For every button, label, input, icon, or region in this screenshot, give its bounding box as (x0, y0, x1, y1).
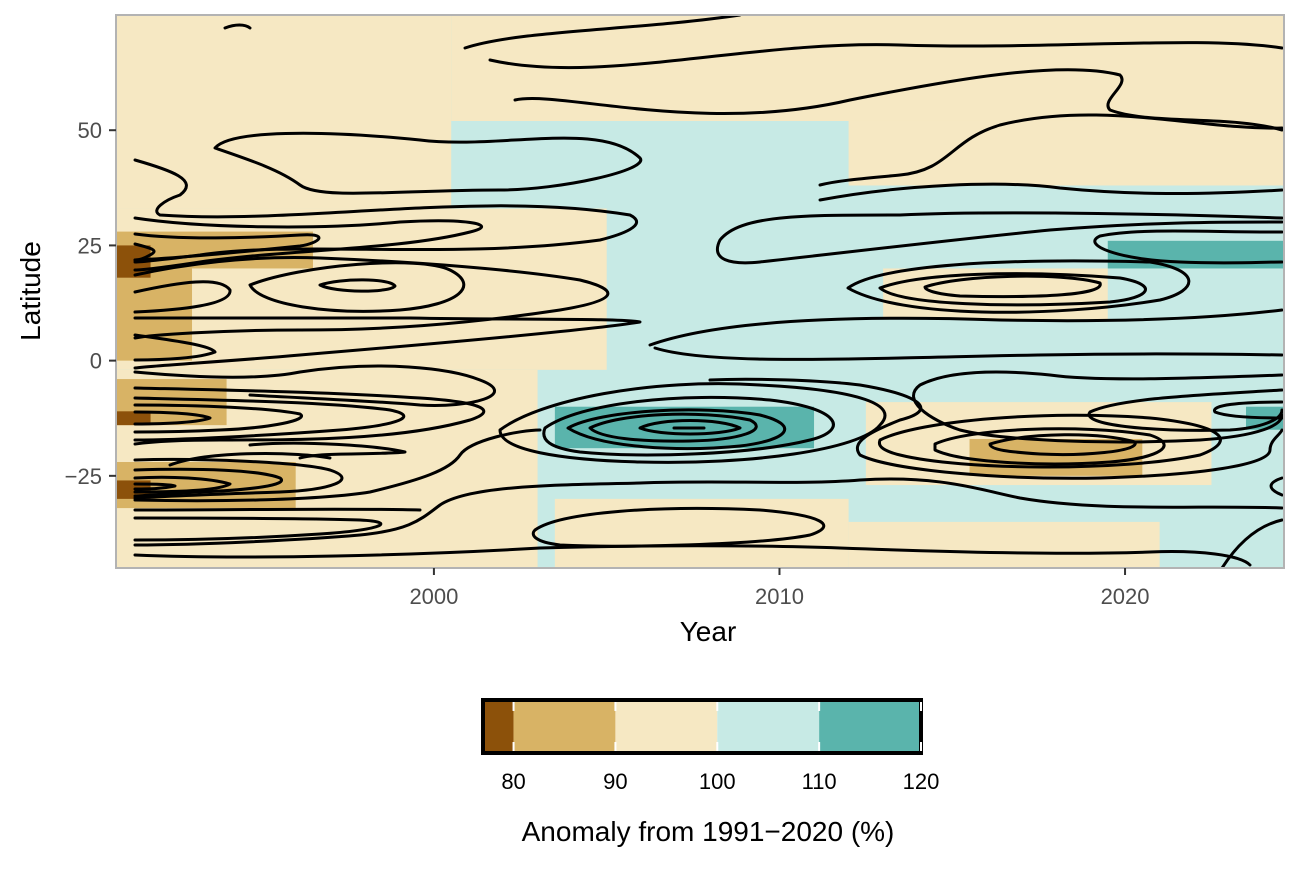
legend-bin-4 (819, 700, 921, 753)
legend-label: 80 (501, 769, 525, 794)
legend-label: 90 (603, 769, 627, 794)
anomaly-region-0 (116, 15, 452, 209)
x-axis: 2000 2010 2020 (409, 568, 1150, 609)
legend-label: 120 (903, 769, 940, 794)
y-tick-label: 0 (90, 349, 102, 374)
y-tick-label: −25 (65, 464, 102, 489)
anomaly-region-8 (848, 521, 1160, 568)
legend-bin-2 (615, 700, 718, 753)
legend-bin-0 (483, 700, 514, 753)
legend-label: 100 (699, 769, 736, 794)
x-axis-title: Year (680, 616, 737, 647)
anomaly-region-15 (116, 411, 151, 426)
legend-frame (481, 698, 923, 755)
panel-border (115, 14, 1285, 569)
contour-lines (133, 15, 1284, 568)
anomaly-region-2 (848, 120, 1284, 186)
x-tick-label: 2000 (409, 584, 458, 609)
legend-title: Anomaly from 1991−2020 (%) (522, 816, 895, 847)
legend-label: 110 (802, 769, 837, 794)
legend-bin-1 (513, 700, 616, 753)
y-axis: −25 0 25 50 (65, 118, 116, 489)
anomaly-region-13 (969, 438, 1143, 476)
anomaly-region-18 (1107, 240, 1284, 269)
legend: 80 90 100 110 120 Anomaly from 1991−2020 (%) (481, 698, 940, 847)
y-axis-title: Latitude (15, 241, 46, 341)
plot-panel (115, 14, 1285, 569)
anomaly-region-7 (554, 498, 849, 568)
legend-bin-3 (717, 700, 820, 753)
x-tick-label: 2020 (1101, 584, 1150, 609)
y-tick-label: 50 (78, 118, 102, 143)
x-tick-label: 2010 (755, 584, 804, 609)
y-tick-label: 25 (78, 233, 102, 258)
